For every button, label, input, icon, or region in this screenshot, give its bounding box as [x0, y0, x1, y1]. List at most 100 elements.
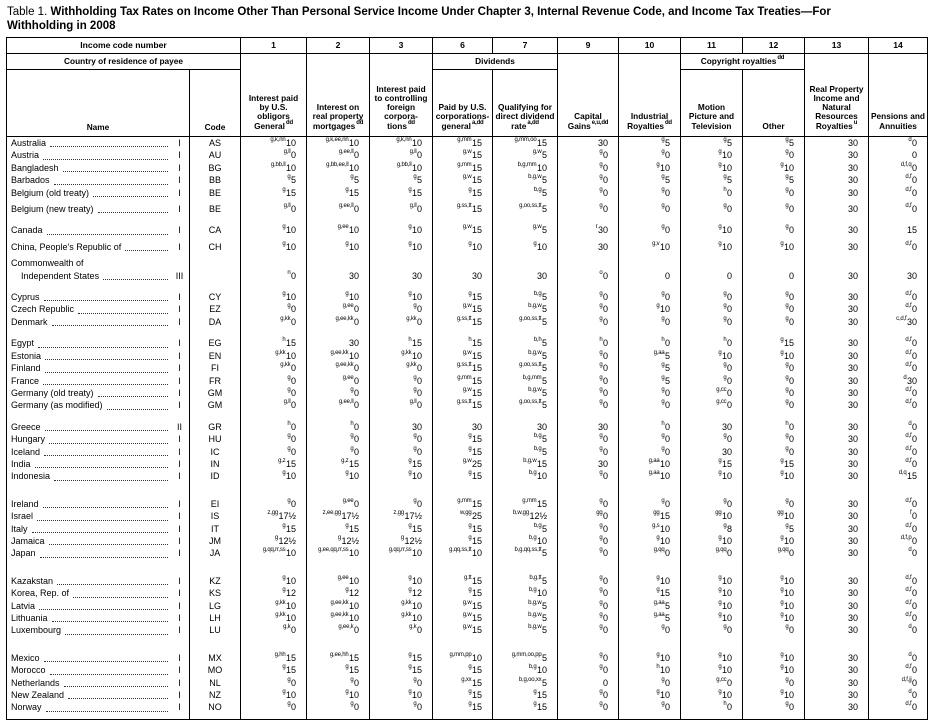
rate-cell: g0 [618, 701, 681, 720]
rate-cell: d,f0 [868, 522, 928, 535]
rate-cell: g0 [618, 676, 681, 690]
rate-cell: g,ll0 [369, 199, 433, 216]
treaty-class: I [178, 498, 181, 509]
country-name-cell: Austria I [7, 149, 190, 161]
page-title: Table 1. Withholding Tax Rates on Income… [7, 6, 879, 33]
rate-cell: b,g,tt5 [492, 559, 558, 588]
rate-cell: g,kk0 [369, 362, 433, 375]
country-row: Commonwealth of Independent States III n0 30… [7, 253, 928, 283]
rate-cell: d,f0 [868, 282, 928, 304]
country-row: Cyprus I CY g10 g10 g10 g15 b,g5 g0 g0 g0 g0 30 d,f0 [7, 282, 928, 304]
dot-leader [43, 383, 168, 385]
income-code-14: 14 [868, 37, 928, 54]
treaty-class: I [178, 304, 181, 315]
country-code: EI [189, 482, 241, 511]
treaty-class: I [178, 338, 181, 349]
rate-cell: g,mm,oo,pp5 [492, 636, 558, 665]
country-code: JA [189, 547, 241, 560]
rate-cell: b,g10 [492, 587, 558, 600]
rate-cell: d,f,q0 [868, 161, 928, 175]
rate-cell: 30 [804, 612, 869, 625]
rate-cell: g0 [369, 374, 433, 387]
rate-cell: g10 [680, 149, 743, 162]
rate-cell: d0 [868, 136, 928, 150]
rate-cell: g15 [306, 522, 370, 535]
country-name-cell: Belgium (old treaty) I [7, 187, 190, 199]
country-name-cell: Ireland I [7, 483, 190, 510]
country-name-cell: Iceland I [7, 446, 190, 458]
country-code: EN [189, 349, 241, 363]
country-name-cell: Germany (old treaty) I [7, 387, 190, 399]
rate-cell: b,g,qq,ss,tt5 [492, 547, 558, 560]
rate-cell: g10 [680, 664, 743, 677]
dot-leader [68, 698, 168, 700]
rate-cell: g15 [240, 522, 307, 535]
country-name-cell: Norway I [7, 701, 190, 719]
dot-leader [34, 467, 168, 469]
country-code: JM [189, 534, 241, 548]
rate-cell: 30 [557, 236, 619, 254]
rate-cell: h0 [618, 328, 681, 350]
rate-cell: g0 [618, 624, 681, 637]
rate-cell: g12½ [306, 534, 370, 548]
country-name: Estonia [11, 350, 42, 361]
rate-cell: d,f0 [868, 362, 928, 375]
dot-leader [44, 371, 168, 373]
country-row: Israel I IS z,gg17½ z,ee,gg17½ z,gg17½ w,gg25 b… [7, 510, 928, 523]
treaty-class: I [178, 292, 181, 303]
country-name-cell: China, People's Republic of I [7, 237, 190, 253]
country-name-cell: Denmark I [7, 316, 190, 328]
rate-cell: d,f0 [868, 701, 928, 720]
rate-cell: 30 [492, 411, 558, 434]
rate-cell: g,ss,tt15 [432, 362, 493, 375]
rate-cell: g15 [492, 689, 558, 702]
rate-cell: g0 [306, 701, 370, 720]
treaty-class: I [178, 138, 181, 148]
rate-cell: g10 [306, 470, 370, 483]
column-header-capital-gains: Capital Gainse,u,dd [557, 53, 619, 137]
rate-cell: 30 [804, 689, 869, 702]
column-header-interest-mortgages: Interest on real property mortgagesdd [306, 53, 370, 137]
rate-cell: g10 [240, 559, 307, 588]
rate-cell: g0 [557, 199, 619, 216]
rate-cell: 30 [804, 676, 869, 690]
country-row: France I FR g0 g,ee0 g0 g,mm15 b,g,mm5 g0 g5 g0 g0 3… [7, 374, 928, 387]
country-row: Netherlands I NL g0 g0 g0 g,xx15 b,g,oo,xx5 0 g0 g… [7, 676, 928, 690]
rate-cell: g,mm15 [432, 482, 493, 511]
country-code: IS [189, 510, 241, 523]
country-row: Jamaica I JM g12½ g12½ g12½ g15 b,g10 g0 g10 g10 g1… [7, 534, 928, 548]
rate-cell: b,g,w5 [492, 349, 558, 363]
rate-cell: g0 [240, 374, 307, 387]
rate-cell: g10 [680, 689, 743, 702]
dot-leader [46, 233, 168, 235]
dot-leader [54, 479, 168, 481]
rate-cell: 30 [804, 236, 869, 254]
country-row: India I IN g,z15 g,z15 g15 g,w25 b,g,w15 30 g,aa1… [7, 457, 928, 471]
rate-cell: g,k,ee,nn10 [306, 136, 370, 150]
rate-cell: 0 [618, 253, 681, 283]
rate-cell: g0 [240, 701, 307, 720]
treaty-class: I [178, 535, 181, 546]
rate-cell: g,qq0 [618, 547, 681, 560]
country-row: Indonesia I ID g10 g10 g10 g15 b,g10 g0 g,aa10 g10… [7, 470, 928, 483]
rate-cell: d,f0 [868, 599, 928, 612]
country-name: Ireland [11, 498, 39, 509]
rate-cell: 30 [306, 328, 370, 350]
country-code: IC [189, 445, 241, 458]
rate-cell: g10 [680, 599, 743, 612]
country-row: Denmark I DA g,kk0 g,ee,kk0 g,kk0 g,ss,tt15 g,o… [7, 315, 928, 329]
rate-cell: d,f0 [868, 559, 928, 588]
rate-cell: d,f0 [868, 236, 928, 254]
country-name: Finland [11, 363, 41, 374]
rate-cell: g,ee,k0 [306, 624, 370, 637]
country-name: Hungary [11, 434, 46, 445]
rate-cell: g10 [742, 470, 805, 483]
rate-cell: g0 [557, 374, 619, 387]
rate-cell: g,mm15 [432, 374, 493, 387]
rate-cell: g0 [742, 303, 805, 316]
country-row: Egypt I EG h15 30 h15 h15 b,h5 h0 h0 h0 g15 30 d,f0 [7, 328, 928, 350]
rate-cell: g,kk0 [240, 315, 307, 329]
rate-cell: g5 [306, 174, 370, 187]
rate-cell: g0 [240, 386, 307, 400]
rate-cell: g,w15 [432, 174, 493, 187]
